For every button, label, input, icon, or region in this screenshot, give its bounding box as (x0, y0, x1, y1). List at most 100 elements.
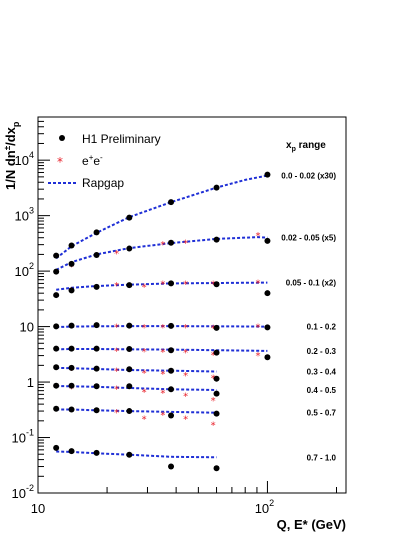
h1-point (53, 268, 60, 275)
h1-point (53, 323, 60, 330)
ee-point: * (69, 262, 74, 273)
ee-point: * (183, 414, 188, 425)
h1-point (213, 410, 220, 417)
h1-point (213, 390, 220, 397)
h1-point (168, 322, 175, 329)
h1-point (213, 236, 220, 243)
h1-point (68, 406, 75, 413)
ee-point: * (211, 280, 216, 291)
xp-range-label: 0.7 - 1.0 (307, 453, 337, 462)
ee-point: * (142, 368, 147, 379)
legend-rapgap-label: Rapgap (82, 176, 124, 190)
h1-point (168, 347, 175, 354)
ee-point: * (142, 323, 147, 334)
legend-h1-label: H1 Preliminary (82, 132, 161, 146)
ee-point: * (256, 278, 261, 289)
ee-point: * (114, 249, 119, 260)
xp-range-label: 0.3 - 0.4 (307, 367, 337, 376)
series-group: * * * * * * 0.3 - 0.4 (53, 364, 337, 385)
h1-point (264, 171, 271, 178)
ee-point: * (142, 347, 147, 358)
y-tick-label: 102 (15, 261, 34, 279)
xp-range-label: 0.5 - 0.7 (307, 409, 337, 418)
ee-point: * (69, 366, 74, 377)
h1-point (126, 214, 133, 221)
ee-point: * (183, 239, 188, 250)
x-tick-label: 102 (255, 498, 274, 516)
h1-point (126, 345, 133, 352)
y-tick-label-base: 10 (15, 153, 29, 168)
ee-point: * (114, 281, 119, 292)
xp-range-label: 0.4 - 0.5 (307, 386, 337, 395)
series-group: 0.0 - 0.02 (x30) (53, 171, 336, 260)
y-tick-label-exponent: 2 (29, 261, 34, 271)
x-tick-label-exponent: 2 (269, 498, 274, 508)
xp-range-label: 0.02 - 0.05 (x5) (281, 234, 336, 243)
series-group: *******0.2 - 0.3 (53, 345, 337, 362)
series-group: ******0.5 - 0.7 (53, 405, 337, 431)
ee-point: * (160, 411, 165, 422)
x-tick-label: 10 (31, 501, 45, 516)
rapgap-curve (56, 366, 217, 373)
ee-point: * (256, 351, 261, 362)
h1-point (93, 383, 100, 390)
h1-point (264, 290, 271, 297)
rapgap-curve (56, 408, 217, 414)
h1-point (213, 184, 220, 191)
series-group: * * * * * * 0.4 - 0.5 (53, 382, 337, 407)
h1-point (168, 199, 175, 206)
h1-point (93, 345, 100, 352)
h1-point (168, 463, 175, 470)
ee-point: * (114, 366, 119, 377)
y-tick-label: 10-2 (12, 483, 34, 501)
h1-point (93, 365, 100, 372)
ee-point: * (142, 388, 147, 399)
h1-point (93, 322, 100, 329)
x-axis-title: Q, E* (GeV) (277, 517, 346, 532)
h1-point (93, 229, 100, 236)
ee-point: * (160, 348, 165, 359)
xp-range-title: xp range (286, 140, 326, 153)
h1-point (126, 366, 133, 373)
y-tick-label: 10 (20, 320, 34, 335)
h1-point (68, 364, 75, 371)
ee-point: * (160, 280, 165, 291)
xp-range-label: 0.05 - 0.1 (x2) (286, 279, 337, 288)
h1-point (126, 451, 133, 458)
y-tick-label: 103 (15, 206, 34, 224)
y-tick-label: 10-1 (12, 428, 34, 446)
rapgap-curve (55, 236, 268, 271)
ee-point: * (114, 346, 119, 357)
y-tick-label: 104 (15, 150, 34, 168)
ee-point: * (211, 324, 216, 335)
y-tick-label-exponent: 3 (29, 206, 34, 216)
ee-point: * (211, 374, 216, 385)
series-group: 0.7 - 1.0 (53, 444, 337, 472)
ee-point: * (211, 350, 216, 361)
ee-point: * (183, 280, 188, 291)
h1-point (93, 407, 100, 414)
y-tick-label: 1 (27, 375, 34, 390)
h1-point (126, 322, 133, 329)
h1-point (68, 260, 75, 267)
rapgap-curve (56, 385, 217, 391)
plot-frame (37, 116, 347, 494)
y-tick-label-base: 10 (12, 431, 26, 446)
h1-point (93, 252, 100, 259)
h1-point (53, 292, 60, 299)
h1-point (168, 280, 175, 287)
rapgap-curve (56, 450, 217, 459)
series-group: *******0.1 - 0.2 (53, 322, 337, 335)
h1-point (168, 239, 175, 246)
h1-point (213, 324, 220, 331)
ee-point: * (114, 322, 119, 333)
h1-point (213, 375, 220, 382)
ee-point: * (69, 384, 74, 395)
h1-point (93, 283, 100, 290)
y-tick-label-base: 10 (20, 320, 34, 335)
y-tick-label-base: 10 (15, 209, 29, 224)
h1-point (53, 405, 60, 412)
y-tick-label-exponent: -2 (26, 483, 34, 493)
